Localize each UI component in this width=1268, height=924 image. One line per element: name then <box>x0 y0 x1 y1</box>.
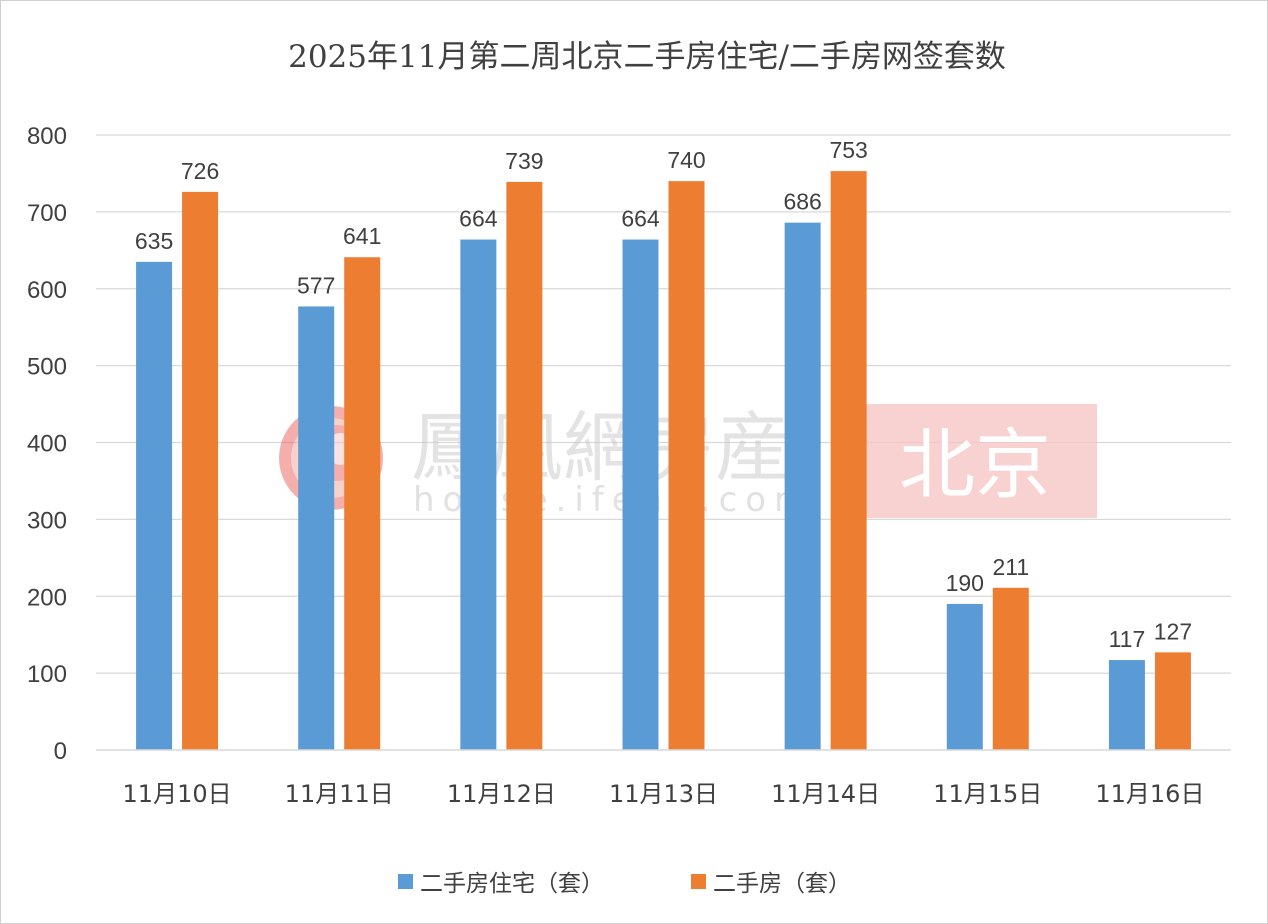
legend-swatch <box>398 874 413 889</box>
bar-total <box>1154 652 1191 750</box>
bar-total <box>506 181 543 751</box>
x-tick-label: 11月15日 <box>933 780 1042 808</box>
data-label: 739 <box>505 148 543 174</box>
bar-total <box>344 257 381 750</box>
y-tick-label: 200 <box>27 584 67 611</box>
x-tick-label: 11月10日 <box>123 780 232 808</box>
bar-total <box>182 191 219 750</box>
bars <box>136 171 1191 751</box>
data-label: 127 <box>1154 618 1192 644</box>
bar-residential <box>460 239 497 751</box>
y-tick-label: 100 <box>27 661 67 688</box>
data-label: 190 <box>946 570 984 596</box>
x-tick-label: 11月16日 <box>1095 780 1204 808</box>
bar-residential <box>136 261 173 750</box>
data-label: 577 <box>297 272 335 298</box>
watermark-city-text: 北京 <box>899 420 1051 509</box>
data-label: 211 <box>992 554 1029 580</box>
data-label: 686 <box>783 189 821 215</box>
y-tick-label: 500 <box>27 354 67 381</box>
data-label: 664 <box>621 206 660 232</box>
x-tick-label: 11月14日 <box>771 780 880 808</box>
bar-residential <box>1108 660 1145 750</box>
bar-total <box>992 587 1029 750</box>
y-tick-label: 400 <box>27 431 67 458</box>
legend: 二手房住宅（套） 二手房（套） <box>398 871 851 897</box>
bar-residential <box>946 603 983 750</box>
axes: 0 100 200 300 400 500 600 700 800 11月10日 11月11日 11月… <box>27 123 1231 808</box>
bar-total <box>830 171 867 751</box>
x-tick-label: 11月11日 <box>285 780 394 808</box>
legend-swatch <box>691 874 706 889</box>
data-label: 117 <box>1109 626 1146 652</box>
y-tick-label: 300 <box>27 507 67 534</box>
legend-label: 二手房住宅（套） <box>420 871 604 897</box>
watermark-city-badge <box>853 404 1097 518</box>
data-label: 664 <box>459 206 498 232</box>
data-label: 753 <box>829 137 867 163</box>
y-tick-label: 700 <box>27 200 67 227</box>
data-label: 641 <box>343 223 381 249</box>
data-label: 740 <box>667 147 705 173</box>
data-label: 635 <box>135 228 173 254</box>
x-tick-label: 11月13日 <box>609 780 718 808</box>
bar-residential <box>784 222 821 750</box>
bar-residential <box>622 239 659 751</box>
y-tick-label: 800 <box>27 123 67 150</box>
chart-title: 2025年11月第二周北京二手房住宅/二手房网签套数 <box>288 39 1006 75</box>
data-label: 726 <box>181 158 219 184</box>
data-labels: 635 726 577 641 664 739 664 740 686 753 190 211 117 1… <box>135 137 1192 652</box>
bar-total <box>668 181 705 750</box>
x-tick-label: 11月12日 <box>447 780 556 808</box>
gridlines <box>96 134 1231 674</box>
bar-residential <box>298 306 335 750</box>
y-tick-label: 600 <box>27 277 67 304</box>
legend-label: 二手房（套） <box>713 871 851 897</box>
y-tick-label: 0 <box>54 738 67 765</box>
